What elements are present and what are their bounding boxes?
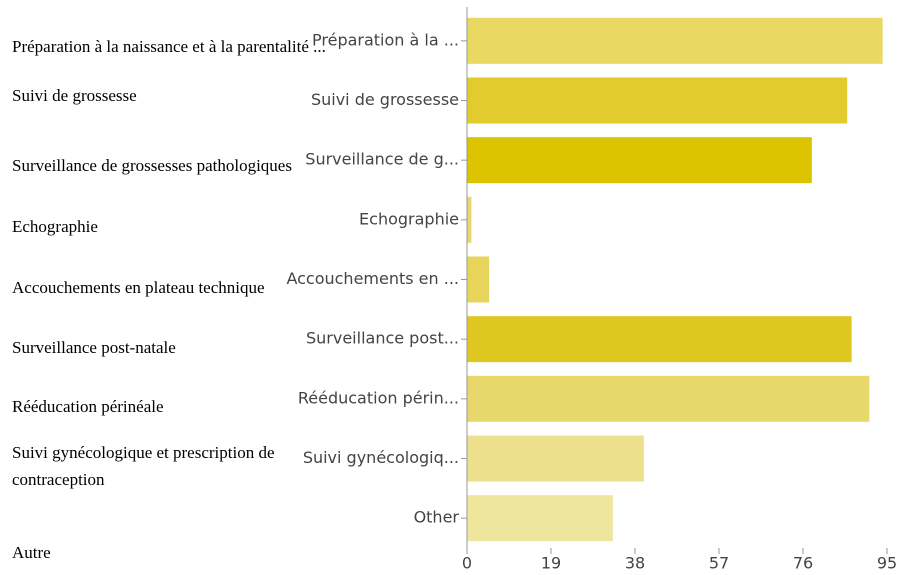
bar: [467, 375, 870, 422]
y-tick-label: Echographie: [359, 209, 459, 228]
x-tick-label: 38: [625, 554, 645, 573]
category-full-label: Suivi de grossesse: [12, 86, 137, 105]
y-tick-label: Other: [414, 508, 460, 527]
category-full-label: Préparation à la naissance et à la paren…: [12, 37, 326, 56]
category-full-label: Echographie: [12, 217, 98, 236]
category-full-label: Surveillance post-natale: [12, 338, 176, 357]
bar: [467, 137, 812, 184]
bar: [467, 435, 644, 482]
y-tick-label: Suivi de grossesse: [311, 90, 459, 109]
y-tick-label: Rééducation périn...: [298, 388, 459, 407]
category-full-label: Surveillance de grossesses pathologiques: [12, 156, 292, 175]
bar: [467, 495, 613, 542]
y-tick-label: Accouchements en ...: [286, 269, 459, 288]
bar: [467, 316, 852, 363]
category-full-label: Accouchements en plateau technique: [12, 278, 265, 297]
bar: [467, 77, 848, 124]
x-tick-label: 0: [462, 554, 472, 573]
y-tick-label: Préparation à la ...: [312, 30, 459, 49]
category-full-label: Autre: [12, 543, 51, 562]
y-tick-label: Suivi gynécologiq...: [303, 448, 459, 467]
category-full-label: Suivi gynécologique et prescription de c…: [12, 443, 275, 489]
y-tick-label: Surveillance de g...: [305, 150, 459, 169]
category-full-label: Rééducation périnéale: [12, 397, 164, 416]
bar: [467, 256, 490, 303]
y-tick-label: Surveillance post...: [306, 329, 459, 348]
bar: [467, 17, 883, 64]
x-tick-label: 19: [541, 554, 561, 573]
x-tick-label: 95: [877, 554, 897, 573]
bar: [467, 196, 472, 243]
x-tick-label: 57: [709, 554, 729, 573]
x-tick-label: 76: [793, 554, 813, 573]
